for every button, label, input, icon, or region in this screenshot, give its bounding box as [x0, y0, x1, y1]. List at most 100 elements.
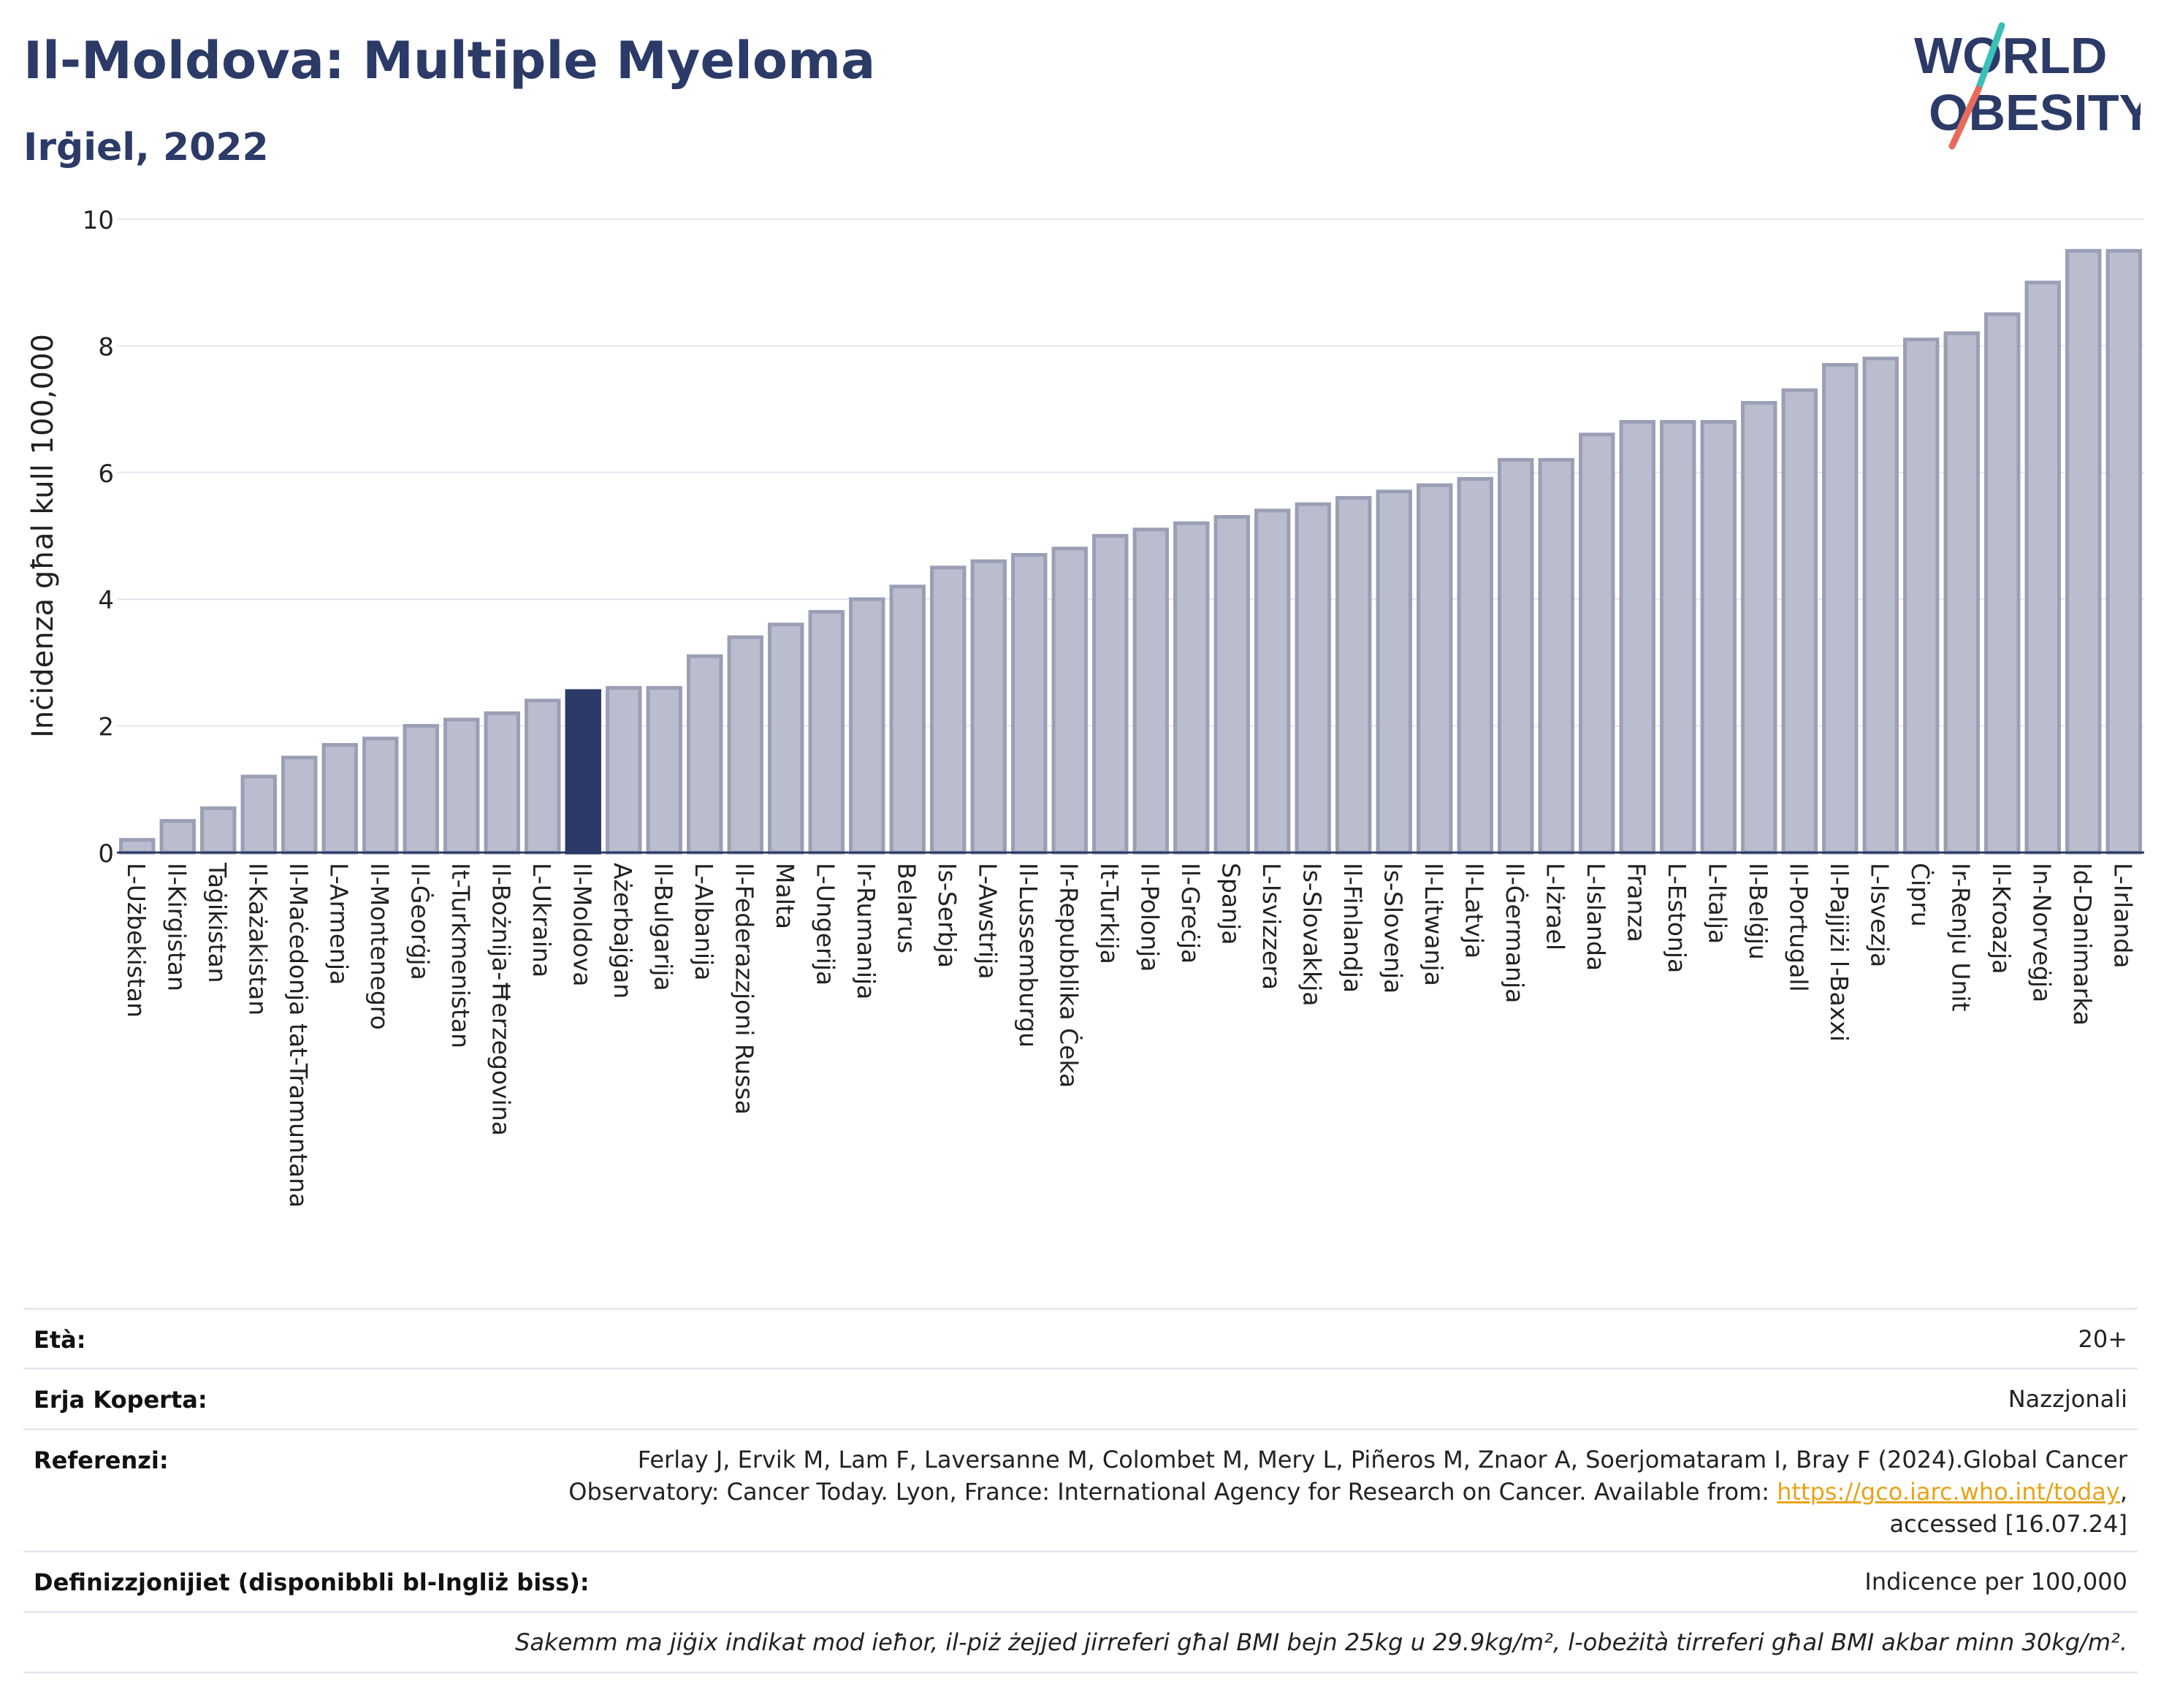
- bar: [362, 736, 399, 855]
- coverage-value: Nazzjonali: [2008, 1385, 2127, 1413]
- bar: [2024, 281, 2061, 855]
- x-tick-label: Il-Bożnija-Ħerzegovina: [487, 863, 515, 1136]
- references-line2: Observatory: Cancer Today. Lyon, France:…: [568, 1476, 2127, 1508]
- y-axis-label: Inċidenza għal kull 100,000: [26, 334, 60, 738]
- x-tick-label: Belarus: [892, 863, 921, 953]
- x-tick-label: Il-Moldova: [568, 863, 596, 987]
- x-tick-label: Il-Bulgarija: [649, 863, 677, 991]
- chart-subtitle: Irġiel, 2022: [23, 126, 269, 169]
- bar: [2105, 248, 2142, 855]
- bar: [849, 597, 885, 855]
- references-line2-end: ,: [2119, 1478, 2127, 1506]
- bar: [200, 806, 237, 855]
- x-tick-label: Franza: [1622, 863, 1650, 942]
- bar: [1700, 419, 1737, 855]
- bar: [1376, 489, 1412, 855]
- bar: [889, 584, 926, 855]
- x-tick-label: Il-Portugall: [1784, 863, 1813, 992]
- x-tick-label: Ir-Repubblika Ċeka: [1054, 863, 1083, 1088]
- x-tick-label: Id-Danimarka: [2068, 863, 2097, 1026]
- bar: [240, 774, 277, 855]
- y-tick-label: 4: [98, 586, 114, 615]
- bar: [687, 654, 723, 855]
- bar: [1822, 362, 1859, 855]
- bar: [525, 698, 561, 855]
- x-tick-label: Il-Federazzjoni Russa: [730, 863, 758, 1115]
- x-tick-label: L-Armenja: [324, 863, 353, 985]
- bar: [1538, 457, 1574, 855]
- x-tick-label: Il-Kirgistan: [162, 863, 191, 991]
- world-obesity-logo: WORLD OBESITY: [1914, 22, 2141, 150]
- bar: [1417, 483, 1453, 855]
- bar: [1295, 502, 1331, 855]
- references-line3: accessed [16.07.24]: [1889, 1510, 2127, 1538]
- bar: [1335, 495, 1372, 855]
- bar: [1781, 388, 1818, 855]
- definitions-value: Indicence per 100,000: [1864, 1568, 2127, 1595]
- bar: [2065, 248, 2102, 855]
- x-tick-label: L-Albanija: [690, 863, 718, 980]
- bar: [119, 838, 156, 855]
- x-tick-label: Il-Belġju: [1744, 863, 1772, 960]
- references-label: Referenzi:: [34, 1446, 169, 1474]
- bar: [484, 711, 520, 855]
- bar: [930, 565, 967, 855]
- bar: [1579, 432, 1615, 855]
- bar: [1011, 553, 1048, 855]
- bar: [1051, 546, 1088, 855]
- definitions-label: Definizzjonijiet (disponibbli bl-Ingliż …: [34, 1568, 590, 1596]
- references-line1: Ferlay J, Ervik M, Lam F, Laversanne M, …: [637, 1446, 2127, 1473]
- y-tick-label: 10: [83, 206, 114, 235]
- bar-highlight: [565, 689, 601, 855]
- bar: [1741, 400, 1777, 855]
- y-tick-label: 2: [98, 713, 114, 742]
- x-tick-label: In-Norveġja: [2027, 863, 2056, 1002]
- references-link[interactable]: https://gco.iarc.who.int/today: [1777, 1478, 2120, 1506]
- x-tick-labels: L-Użbekistan Il-Kirgistan Taġikistan Il-Każ…: [122, 862, 2138, 1208]
- x-tick-label: Il-Latvja: [1460, 863, 1488, 958]
- x-tick-label: Is-Slovenja: [1379, 863, 1407, 994]
- x-tick-label: Il-Greċja: [1176, 863, 1205, 964]
- x-tick-label: L-Islanda: [1582, 863, 1610, 971]
- age-value: 20+: [2078, 1325, 2127, 1353]
- meta-row-references: Referenzi: Ferlay J, Ervik M, Lam F, Lav…: [23, 1428, 2138, 1551]
- bar: [1254, 508, 1291, 855]
- bar: [1943, 331, 1980, 855]
- x-tick-label: Il-Finlandja: [1338, 863, 1367, 993]
- bar: [1498, 457, 1534, 855]
- x-tick-label: Spanja: [1216, 863, 1245, 945]
- bar: [1619, 419, 1655, 855]
- bar: [1092, 534, 1129, 855]
- coverage-label: Erja Koperta:: [34, 1386, 207, 1414]
- y-tick-labels: 0 2 4 6 8 10: [83, 206, 114, 869]
- bar: [159, 819, 196, 855]
- x-tick-label: Taġikistan: [203, 862, 232, 983]
- bar: [768, 622, 804, 855]
- x-tick-label: Ir-Rumanija: [852, 863, 880, 999]
- x-tick-label: Il-Ġeorġja: [405, 863, 435, 980]
- x-tick-label: L-Ukraina: [527, 863, 556, 977]
- bar: [321, 743, 358, 855]
- x-tick-label: Ir-Renju Unit: [1946, 863, 1975, 1012]
- x-tick-label: Il-Litwanja: [1419, 863, 1448, 986]
- x-tick-label: Il-Maċedonja tat-Tramuntana: [284, 863, 313, 1208]
- x-tick-label: Il-Polonja: [1135, 863, 1164, 972]
- x-tick-label: L-Awstrija: [973, 863, 1002, 979]
- bar: [1903, 338, 1940, 855]
- meta-row-coverage: Erja Koperta: Nazzjonali: [23, 1368, 2138, 1428]
- y-tick-label: 8: [98, 332, 114, 362]
- x-tick-label: Il-Lussemburgu: [1014, 863, 1043, 1048]
- age-label: Età:: [34, 1326, 86, 1354]
- bar: [1457, 476, 1493, 855]
- x-tick-label: L-Isvizzera: [1257, 863, 1286, 990]
- meta-row-definitions: Definizzjonijiet (disponibbli bl-Ingliż …: [23, 1550, 2138, 1611]
- y-tick-label: 0: [98, 839, 114, 869]
- bar: [970, 559, 1007, 855]
- bar: [1862, 357, 1899, 855]
- bar: [808, 610, 845, 855]
- x-tick-label: L-Irlanda: [2108, 863, 2137, 969]
- bar: [606, 686, 642, 855]
- x-tick-label: It-Turkija: [1095, 863, 1124, 964]
- bar-chart: 0 2 4 6 8 10 L-Użbekistan Il-Kirgistan Taġikist…: [26, 206, 2144, 1208]
- x-tick-label: Il-Pajjiżi l-Baxxi: [1825, 863, 1853, 1042]
